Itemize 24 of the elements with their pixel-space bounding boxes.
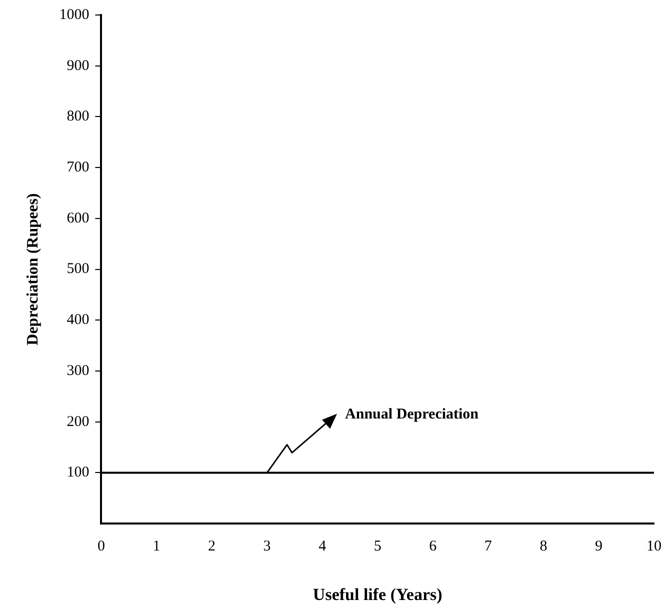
y-tick-label: 500 — [66, 261, 90, 278]
x-tick-label: 4 — [318, 538, 327, 555]
x-tick-label: 8 — [540, 538, 548, 555]
x-tick-label: 2 — [208, 538, 216, 555]
y-tick-label: 200 — [66, 414, 90, 430]
y-tick-label: 1000 — [59, 6, 90, 23]
y-tick-label: 100 — [66, 464, 90, 481]
x-tick-label: 0 — [97, 538, 105, 555]
x-tick-label: 3 — [263, 538, 271, 555]
y-tick-label: 800 — [66, 108, 90, 125]
x-tick-label: 9 — [594, 538, 602, 555]
y-tick-label: 400 — [66, 312, 90, 328]
x-tick-label: 5 — [374, 538, 382, 555]
y-tick-label: 300 — [66, 362, 90, 379]
y-tick-label: 900 — [66, 58, 90, 74]
y-axis-title: Depreciation (Rupees) — [24, 193, 42, 346]
x-tick-label: 1 — [152, 538, 160, 555]
y-tick-label: 600 — [66, 210, 90, 226]
x-tick-label: 7 — [484, 538, 492, 555]
annotation: Annual Depreciation — [345, 406, 480, 423]
x-tick-label: 10 — [646, 538, 662, 555]
y-tick-label: 700 — [66, 160, 90, 176]
x-tick-label: 6 — [429, 538, 438, 555]
x-axis-title: Useful life (Years) — [312, 585, 442, 604]
